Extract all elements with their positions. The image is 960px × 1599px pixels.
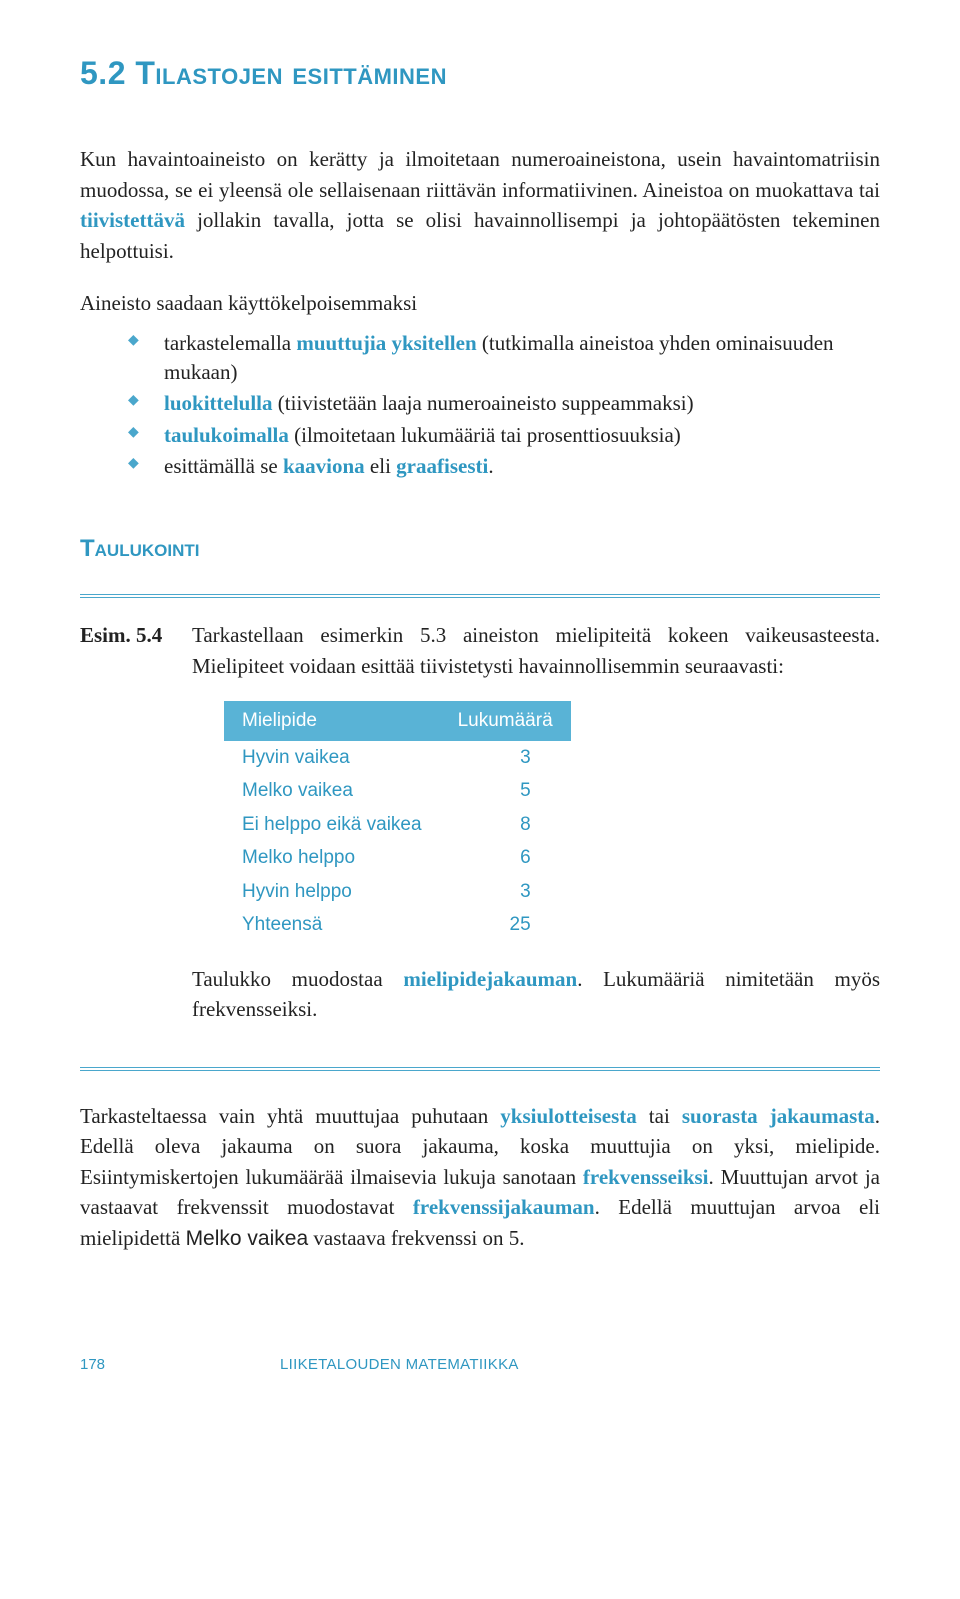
section-heading: 5.2 Tilastojen esittäminen — [80, 50, 880, 96]
example-text: Tarkastellaan esimerkin 5.3 aineiston mi… — [192, 620, 880, 681]
table-header-mielipide: Mielipide — [224, 701, 440, 741]
list-item: taulukoimalla (ilmoitetaan lukumääriä ta… — [128, 421, 880, 450]
table-header-lukumaara: Lukumäärä — [440, 701, 571, 741]
closing-paragraph: Tarkasteltaessa vain yhtä muuttujaa puhu… — [80, 1101, 880, 1254]
keyword-mielipidejakauma: mielipidejakauman — [403, 967, 577, 991]
subheading-taulukointi: Taulukointi — [80, 532, 880, 567]
list-item: esittämällä se kaaviona eli graafisesti. — [128, 452, 880, 481]
table-row: Melko vaikea5 — [224, 774, 571, 808]
list-item: tarkastelemalla muuttujia yksitellen (tu… — [128, 329, 880, 388]
table-row: Melko helppo6 — [224, 841, 571, 875]
list-lead: Aineisto saadaan käyttökelpoisemmaksi — [80, 288, 880, 318]
page-number: 178 — [80, 1354, 280, 1376]
page-footer: 178 LIIKETALOUDEN MATEMATIIKKA — [80, 1354, 880, 1376]
example-label: Esim. 5.4 — [80, 620, 192, 1045]
table-row: Hyvin helppo3 — [224, 875, 571, 909]
footer-title: LIIKETALOUDEN MATEMATIIKKA — [280, 1354, 519, 1376]
table-row: Ei helppo eikä vaikea8 — [224, 808, 571, 842]
double-rule — [80, 594, 880, 598]
keyword-tiivistettava: tiivistettävä — [80, 208, 185, 232]
intro-paragraph: Kun havaintoaineisto on kerätty ja ilmoi… — [80, 144, 880, 266]
after-table-paragraph: Taulukko muodostaa mielipidejakauman. Lu… — [192, 964, 880, 1025]
section-title: Tilastojen esittäminen — [135, 55, 447, 91]
list-item: luokittelulla (tiivistetään laaja numero… — [128, 389, 880, 418]
section-number: 5.2 — [80, 55, 126, 91]
double-rule — [80, 1067, 880, 1071]
example-block: Esim. 5.4 Tarkastellaan esimerkin 5.3 ai… — [80, 620, 880, 1045]
table-row: Yhteensä25 — [224, 908, 571, 942]
methods-list: tarkastelemalla muuttujia yksitellen (tu… — [80, 329, 880, 482]
table-row: Hyvin vaikea3 — [224, 741, 571, 775]
opinion-table: Mielipide Lukumäärä Hyvin vaikea3 Melko … — [224, 701, 571, 942]
